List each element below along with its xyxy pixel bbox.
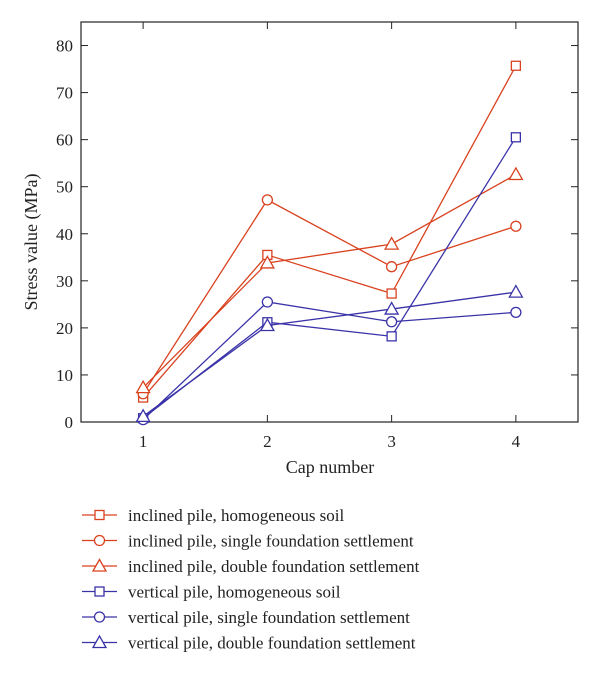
y-tick-label: 0: [65, 413, 74, 432]
legend-item: inclined pile, single foundation settlem…: [82, 532, 414, 551]
series-line: [142, 173, 517, 389]
data-point-triangle: [135, 408, 151, 423]
series-line: [142, 199, 517, 395]
legend-label: inclined pile, single foundation settlem…: [128, 532, 414, 551]
series-6: [135, 284, 524, 423]
y-axis-label: Stress value (MPa): [21, 174, 42, 311]
legend-marker-circle: [93, 611, 106, 623]
data-point-circle: [261, 296, 274, 308]
data-point-square: [510, 60, 522, 71]
legend-label: inclined pile, double foundation settlem…: [128, 557, 420, 576]
series-5: [137, 296, 522, 426]
x-axis-ticks: 1 2 3 4: [139, 22, 521, 451]
y-tick-label: 60: [56, 131, 73, 150]
y-tick-label: 30: [56, 272, 73, 291]
legend-marker-square: [94, 586, 105, 597]
legend-marker-circle: [93, 534, 106, 547]
legend-label: vertical pile, double foundation settlem…: [128, 634, 416, 653]
series-line: [142, 301, 516, 421]
data-point-circle: [385, 261, 398, 273]
legend-item: vertical pile, double foundation settlem…: [82, 634, 416, 653]
data-point-square: [510, 132, 522, 143]
y-tick-label: 40: [56, 225, 73, 244]
series-1: [137, 60, 522, 403]
x-tick-label: 3: [387, 432, 396, 451]
data-point-triangle: [508, 166, 524, 181]
data-point-triangle: [384, 301, 400, 315]
y-tick-label: 50: [56, 178, 73, 197]
series-line: [142, 65, 517, 398]
data-point-circle: [510, 220, 522, 232]
x-axis-label: Cap number: [286, 457, 374, 477]
data-point-circle: [385, 316, 398, 328]
x-tick-label: 4: [512, 432, 521, 451]
series-layer: [135, 60, 524, 426]
plot-frame: [80, 21, 579, 423]
series-line: [142, 291, 516, 417]
legend-marker-triangle: [91, 634, 108, 649]
legend-label: inclined pile, homogeneous soil: [128, 506, 345, 525]
legend-marker-triangle: [91, 558, 108, 572]
legend-item: inclined pile, double foundation settlem…: [82, 557, 420, 576]
data-point-triangle: [508, 284, 524, 298]
legend-item: vertical pile, homogeneous soil: [82, 583, 341, 602]
x-tick-label: 1: [139, 432, 148, 451]
legend-item: vertical pile, single foundation settlem…: [82, 608, 410, 627]
data-point-circle: [261, 194, 274, 206]
data-point-square: [386, 288, 397, 299]
legend: inclined pile, homogeneous soil inclined …: [82, 506, 420, 653]
data-point-triangle: [259, 317, 275, 332]
data-point-square: [386, 331, 397, 342]
series-3: [135, 166, 524, 394]
series-4: [137, 132, 522, 424]
data-point-triangle: [135, 379, 151, 394]
y-axis-ticks: 0 10 20 30 40 50 60 70 80: [56, 37, 578, 432]
data-point-triangle: [384, 236, 400, 250]
legend-item: inclined pile, homogeneous soil: [82, 506, 345, 525]
x-tick-label: 2: [263, 432, 272, 451]
plot-area: [80, 21, 579, 423]
legend-marker-square: [94, 509, 105, 521]
y-tick-label: 70: [56, 84, 73, 103]
series-2: [137, 194, 522, 400]
data-point-triangle: [259, 255, 275, 269]
y-tick-label: 10: [56, 366, 73, 385]
y-tick-label: 80: [56, 37, 73, 56]
y-tick-label: 20: [56, 319, 73, 338]
legend-label: vertical pile, homogeneous soil: [128, 583, 341, 602]
legend-label: vertical pile, single foundation settlem…: [128, 608, 410, 627]
data-point-circle: [510, 306, 522, 319]
